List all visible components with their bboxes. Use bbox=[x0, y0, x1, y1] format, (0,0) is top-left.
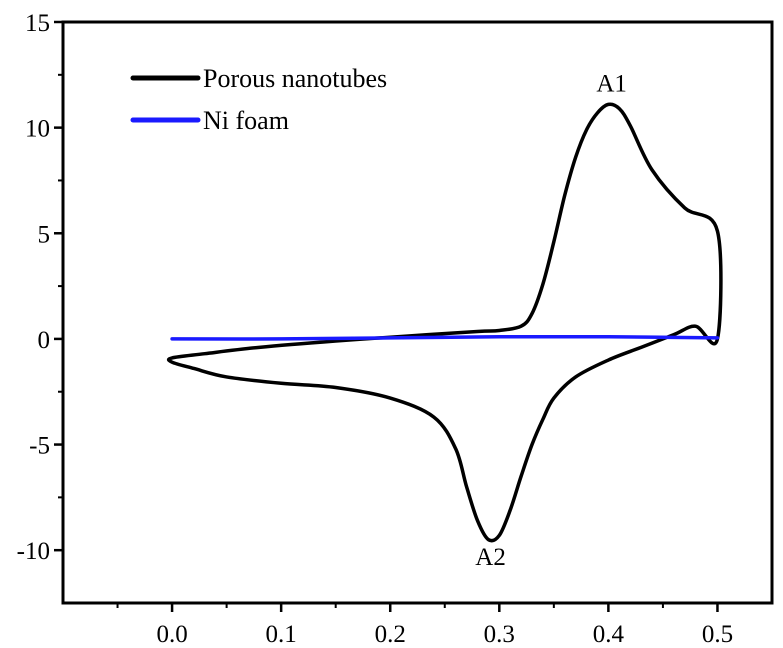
y-tick-label: 10 bbox=[25, 116, 50, 143]
series-line-porous-nanotubes bbox=[166, 102, 723, 543]
x-tick-label: 0.2 bbox=[375, 621, 406, 648]
y-tick-label: -10 bbox=[17, 538, 50, 565]
y-tick-label: 5 bbox=[38, 221, 51, 248]
legend-label: Porous nanotubes bbox=[203, 64, 387, 93]
legend-label: Ni foam bbox=[203, 106, 289, 135]
x-tick-label: 0.5 bbox=[702, 621, 733, 648]
x-tick-label: 0.3 bbox=[484, 621, 515, 648]
x-tick-label: 0.0 bbox=[156, 621, 187, 648]
axes-frame bbox=[61, 20, 774, 605]
y-tick-label: -5 bbox=[29, 433, 50, 460]
y-tick-label: 15 bbox=[25, 10, 50, 37]
annotation-a2: A2 bbox=[475, 544, 506, 571]
y-tick-label: 0 bbox=[38, 327, 51, 354]
series-line-ni-foam bbox=[170, 334, 720, 341]
x-tick-label: 0.1 bbox=[266, 621, 297, 648]
annotation-a1: A1 bbox=[596, 71, 627, 98]
legend: Porous nanotubes Ni foam bbox=[130, 64, 387, 135]
x-tick-label: 0.4 bbox=[593, 621, 625, 648]
plot-area: 0.0 0.1 0.2 0.3 0.4 0.5 -10 -5 0 5 10 15 A1 A2 bbox=[17, 10, 774, 648]
